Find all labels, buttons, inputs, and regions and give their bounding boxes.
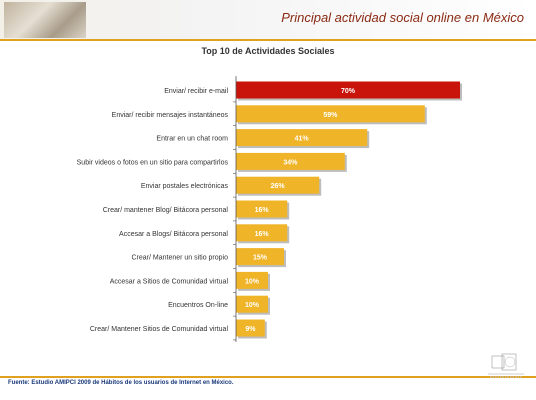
bar [236,105,425,123]
data-label: 15% [253,255,268,262]
bar [236,176,320,194]
bar [236,295,268,313]
footer-divider [0,376,536,378]
slide-title: Principal actividad social online en Méx… [281,10,524,25]
bar [236,248,284,266]
category-label: Subir videos o fotos en un sitio para co… [77,159,229,166]
category-label: Crear/ Mantener un sitio propio [132,255,229,262]
header-logo-image [4,2,86,38]
category-label: Enviar/ recibir e-mail [164,88,228,95]
data-label: 34% [283,159,298,166]
category-label: Accesar a Blogs/ Bitácora personal [119,231,228,238]
chart-title: Top 10 de Actividades Sociales [201,46,335,56]
footer-logo-icon [488,353,524,378]
bar [236,319,265,337]
bar [236,271,268,289]
category-label: Encuentros On-line [168,302,228,309]
data-label: 16% [255,231,270,238]
bar [236,224,288,242]
footer-source: Fuente: Estudio AMIPCI 2009 de Hábitos d… [8,380,234,386]
data-label: 16% [255,207,270,214]
data-label: 70% [341,88,356,95]
category-label: Enviar postales electrónicas [141,183,229,190]
category-label: Enviar/ recibir mensajes instantáneos [112,112,229,119]
data-label: 10% [245,278,260,285]
bar [236,81,460,99]
header-bar [0,0,536,40]
header-divider [0,39,536,41]
data-label: 59% [323,112,338,119]
bar [236,129,368,147]
data-label: 26% [271,183,286,190]
category-label: Entrar en un chat room [156,136,228,143]
data-label: 10% [245,302,260,309]
data-label: 9% [245,326,256,333]
data-label: 41% [295,136,310,143]
category-label: Crear/ Mantener Sitios de Comunidad virt… [90,326,229,333]
category-label: Crear/ mantener Blog/ Bitácora personal [103,207,229,214]
category-label: Accesar a Sitios de Comunidad virtual [110,278,229,285]
bar [236,152,345,170]
bar [236,200,288,218]
